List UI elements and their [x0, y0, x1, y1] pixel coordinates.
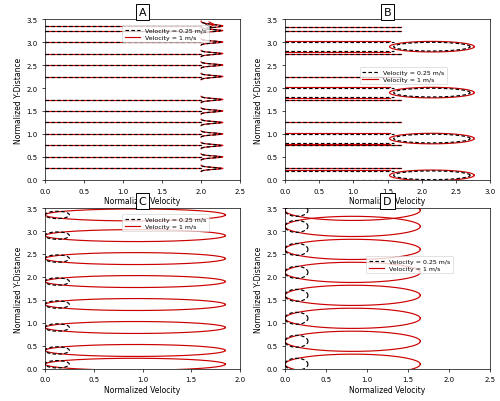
X-axis label: Normalized Velocity: Normalized Velocity: [350, 197, 426, 206]
Title: B: B: [384, 8, 392, 18]
X-axis label: Normalized Velocity: Normalized Velocity: [104, 197, 180, 206]
Legend: Velocity = 0.25 m/s, Velocity = 1 m/s: Velocity = 0.25 m/s, Velocity = 1 m/s: [122, 26, 209, 43]
Y-axis label: Normalized Y-Distance: Normalized Y-Distance: [254, 57, 264, 143]
Title: C: C: [138, 196, 146, 207]
Title: A: A: [138, 8, 146, 18]
Y-axis label: Normalized Y-Distance: Normalized Y-Distance: [254, 246, 264, 332]
Legend: Velocity = 0.25 m/s, Velocity = 1 m/s: Velocity = 0.25 m/s, Velocity = 1 m/s: [122, 215, 209, 232]
Y-axis label: Normalized Y-Distance: Normalized Y-Distance: [14, 246, 24, 332]
Legend: Velocity = 0.25 m/s, Velocity = 1 m/s: Velocity = 0.25 m/s, Velocity = 1 m/s: [360, 68, 447, 85]
Title: D: D: [384, 196, 392, 207]
X-axis label: Normalized Velocity: Normalized Velocity: [104, 385, 180, 394]
X-axis label: Normalized Velocity: Normalized Velocity: [350, 385, 426, 394]
Legend: Velocity = 0.25 m/s, Velocity = 1 m/s: Velocity = 0.25 m/s, Velocity = 1 m/s: [366, 257, 453, 273]
Y-axis label: Normalized Y-Distance: Normalized Y-Distance: [14, 57, 24, 143]
